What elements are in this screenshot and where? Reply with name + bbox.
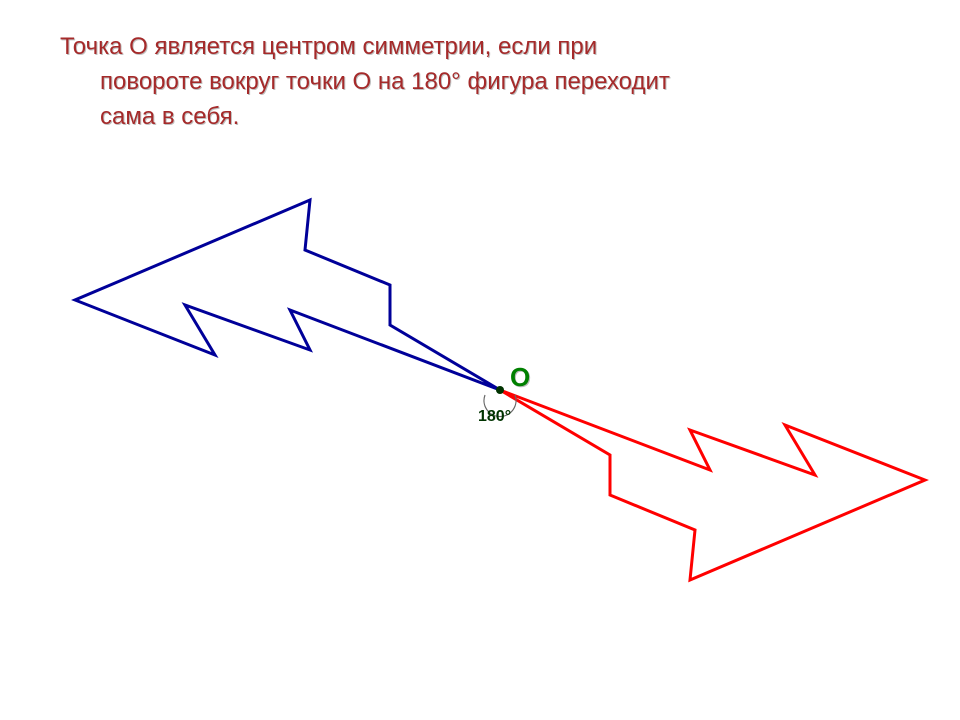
blue-tree-shape bbox=[75, 200, 500, 390]
rotation-angle-label: 180° bbox=[478, 408, 511, 426]
center-point-dot bbox=[496, 386, 504, 394]
center-point-label: О bbox=[510, 362, 530, 393]
red-tree-shape bbox=[500, 390, 925, 580]
symmetry-diagram bbox=[0, 0, 960, 720]
